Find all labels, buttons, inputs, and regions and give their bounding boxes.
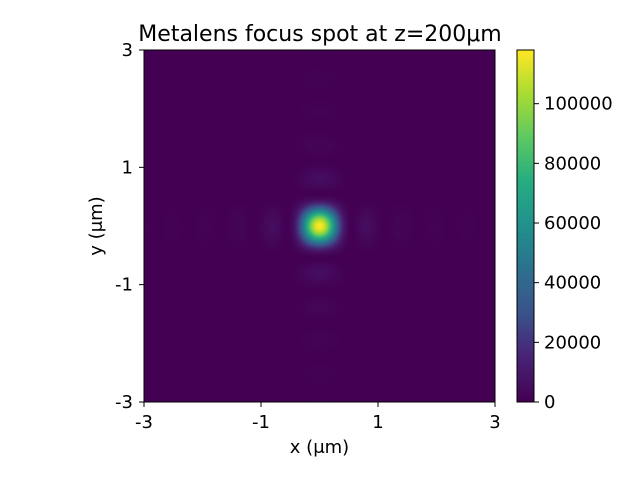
y-tick-label: -3 bbox=[115, 392, 133, 413]
colorbar: 0 20000 40000 60000 80000 100000 bbox=[516, 49, 613, 413]
plot-frame bbox=[143, 49, 496, 403]
colorbar-tick-label: 20000 bbox=[544, 332, 601, 353]
heatmap-plot: -3 -1 1 3 -3 -1 1 3 x (μm) y (μm) bbox=[86, 40, 501, 458]
colorbar-tick-label: 0 bbox=[544, 392, 555, 413]
colorbar-tick-label: 100000 bbox=[544, 94, 613, 115]
chart-title: Metalens focus spot at z=200μm bbox=[138, 22, 501, 47]
colorbar-frame bbox=[516, 49, 535, 403]
y-tick-label: 1 bbox=[122, 157, 133, 178]
y-tick-label: 3 bbox=[122, 40, 133, 61]
colorbar-ticks: 0 20000 40000 60000 80000 100000 bbox=[534, 94, 613, 413]
y-axis-label: y (μm) bbox=[86, 196, 107, 255]
intensity-heatmap bbox=[144, 50, 495, 402]
x-axis-label: x (μm) bbox=[290, 437, 349, 458]
x-tick-label: -1 bbox=[252, 412, 270, 433]
colorbar-tick-label: 60000 bbox=[544, 213, 601, 234]
x-axis-ticks: -3 -1 1 3 bbox=[135, 402, 501, 433]
y-axis-ticks: -3 -1 1 3 bbox=[115, 40, 144, 413]
x-tick-label: 3 bbox=[489, 412, 500, 433]
colorbar-tick-label: 80000 bbox=[544, 153, 601, 174]
colorbar-gradient bbox=[517, 50, 534, 402]
x-tick-label: -3 bbox=[135, 412, 153, 433]
x-tick-label: 1 bbox=[372, 412, 383, 433]
y-tick-label: -1 bbox=[115, 275, 133, 296]
colorbar-tick-label: 40000 bbox=[544, 273, 601, 294]
